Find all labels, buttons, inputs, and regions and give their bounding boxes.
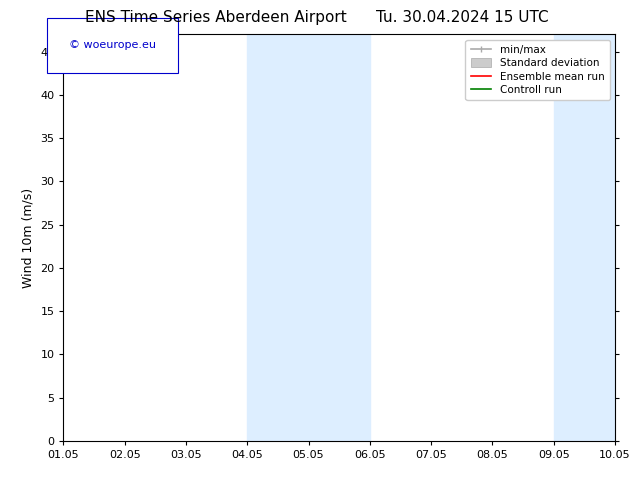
Legend: min/max, Standard deviation, Ensemble mean run, Controll run: min/max, Standard deviation, Ensemble me… [465, 40, 610, 100]
Bar [247, 34, 309, 441]
Text: © woeurope.eu: © woeurope.eu [69, 40, 156, 50]
Bar [309, 34, 370, 441]
Bar [553, 34, 585, 441]
Bar [585, 34, 615, 441]
Text: ENS Time Series Aberdeen Airport      Tu. 30.04.2024 15 UTC: ENS Time Series Aberdeen Airport Tu. 30.… [85, 10, 549, 25]
Y-axis label: Wind 10m (m/s): Wind 10m (m/s) [22, 188, 35, 288]
